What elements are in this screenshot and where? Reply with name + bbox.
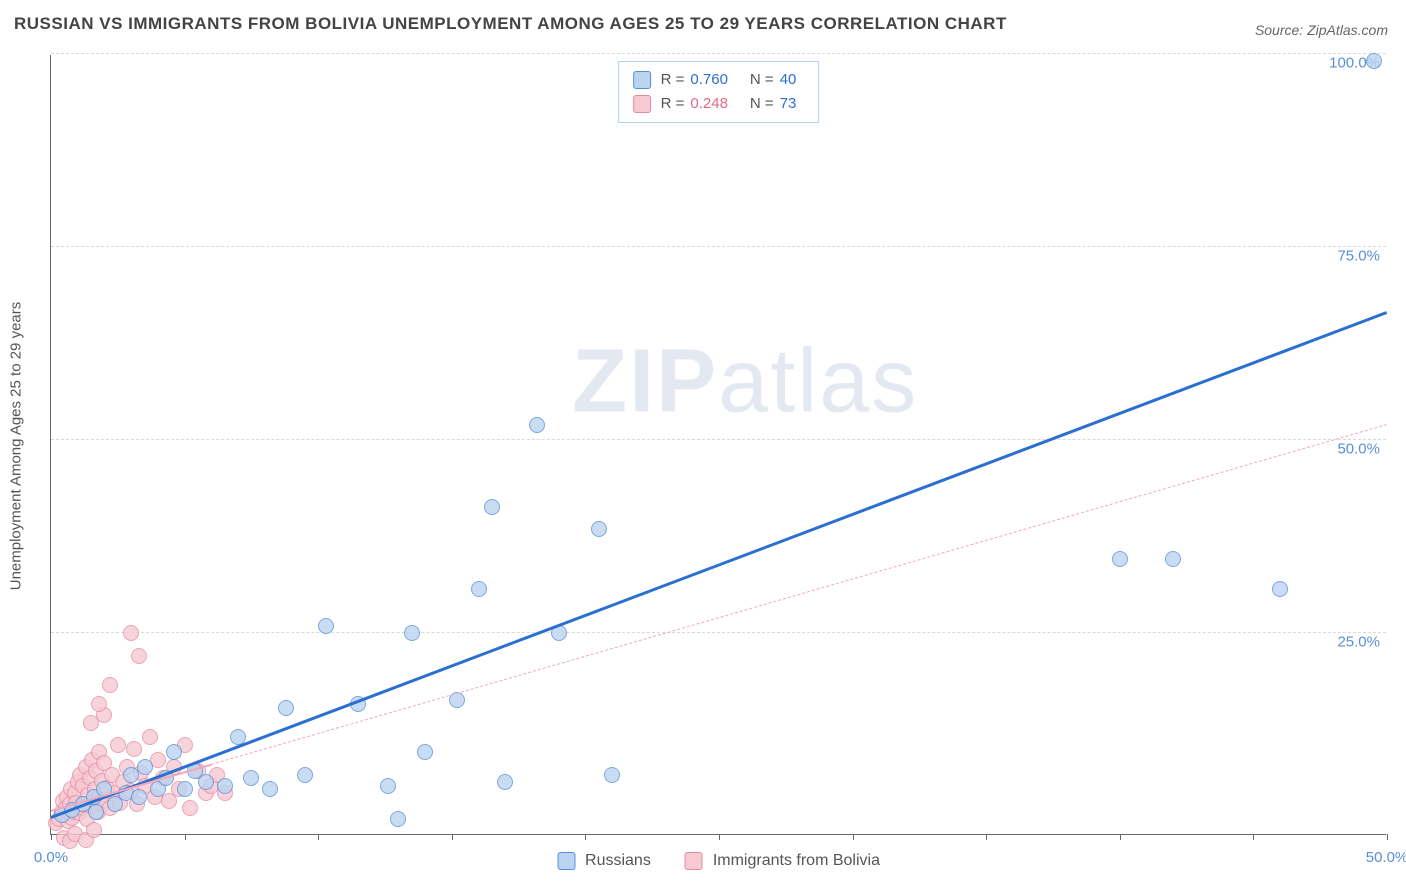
gridline-h — [51, 53, 1386, 54]
chart-title: RUSSIAN VS IMMIGRANTS FROM BOLIVIA UNEMP… — [14, 14, 1007, 34]
data-point — [1366, 53, 1382, 69]
legend-n-value: 40 — [780, 68, 797, 92]
trend-line — [211, 424, 1387, 765]
data-point — [123, 625, 139, 641]
legend-label: Russians — [585, 852, 651, 870]
data-point — [591, 521, 607, 537]
source-label: Source: ZipAtlas.com — [1255, 22, 1388, 38]
y-tick-label: 50.0% — [1337, 441, 1380, 458]
data-point — [131, 648, 147, 664]
legend-n-label: N = — [750, 68, 774, 92]
data-point — [380, 778, 396, 794]
legend-swatch — [633, 71, 651, 89]
gridline-h — [51, 246, 1386, 247]
data-point — [390, 811, 406, 827]
data-point — [1272, 581, 1288, 597]
data-point — [137, 759, 153, 775]
x-tick — [1120, 834, 1121, 840]
legend-r-value: 0.248 — [690, 92, 728, 116]
data-point — [182, 800, 198, 816]
x-tick — [585, 834, 586, 840]
legend-correlation: R = 0.760 N = 40 R = 0.248 N = 73 — [618, 61, 820, 123]
watermark: ZIPatlas — [572, 331, 918, 434]
y-tick-label: 25.0% — [1337, 634, 1380, 651]
data-point — [497, 774, 513, 790]
legend-item: Russians — [557, 852, 651, 870]
legend-row: R = 0.248 N = 73 — [633, 92, 797, 116]
x-tick-label: 50.0% — [1366, 849, 1406, 866]
y-axis-label: Unemployment Among Ages 25 to 29 years — [8, 302, 25, 591]
data-point — [83, 715, 99, 731]
legend-swatch — [557, 852, 575, 870]
data-point — [86, 822, 102, 838]
data-point — [198, 774, 214, 790]
gridline-h — [51, 632, 1386, 633]
legend-r-label: R = — [661, 92, 685, 116]
data-point — [471, 581, 487, 597]
data-point — [243, 770, 259, 786]
data-point — [318, 618, 334, 634]
trend-line — [50, 311, 1387, 819]
x-tick — [986, 834, 987, 840]
data-point — [126, 741, 142, 757]
data-point — [110, 737, 126, 753]
data-point — [484, 499, 500, 515]
legend-row: R = 0.760 N = 40 — [633, 68, 797, 92]
gridline-h — [51, 439, 1386, 440]
legend-item: Immigrants from Bolivia — [685, 852, 880, 870]
data-point — [297, 767, 313, 783]
data-point — [262, 781, 278, 797]
x-tick — [1253, 834, 1254, 840]
data-point — [177, 781, 193, 797]
data-point — [278, 700, 294, 716]
data-point — [1112, 551, 1128, 567]
data-point — [529, 417, 545, 433]
legend-swatch — [633, 95, 651, 113]
legend-series: Russians Immigrants from Bolivia — [557, 852, 880, 870]
x-tick — [51, 834, 52, 840]
data-point — [217, 778, 233, 794]
legend-swatch — [685, 852, 703, 870]
x-tick — [318, 834, 319, 840]
data-point — [88, 804, 104, 820]
y-tick-label: 75.0% — [1337, 248, 1380, 265]
legend-n-value: 73 — [780, 92, 797, 116]
legend-n-label: N = — [750, 92, 774, 116]
x-tick — [853, 834, 854, 840]
legend-label: Immigrants from Bolivia — [713, 852, 880, 870]
data-point — [131, 789, 147, 805]
data-point — [166, 744, 182, 760]
legend-r-label: R = — [661, 68, 685, 92]
data-point — [91, 696, 107, 712]
x-tick — [1387, 834, 1388, 840]
plot-area: ZIPatlas 25.0%50.0%75.0%100.0%0.0%50.0%R… — [50, 55, 1386, 835]
data-point — [142, 729, 158, 745]
data-point — [417, 744, 433, 760]
data-point — [1165, 551, 1181, 567]
legend-r-value: 0.760 — [690, 68, 728, 92]
x-tick — [452, 834, 453, 840]
x-tick-label: 0.0% — [34, 849, 68, 866]
x-tick — [185, 834, 186, 840]
data-point — [102, 677, 118, 693]
x-tick — [719, 834, 720, 840]
data-point — [404, 625, 420, 641]
data-point — [604, 767, 620, 783]
